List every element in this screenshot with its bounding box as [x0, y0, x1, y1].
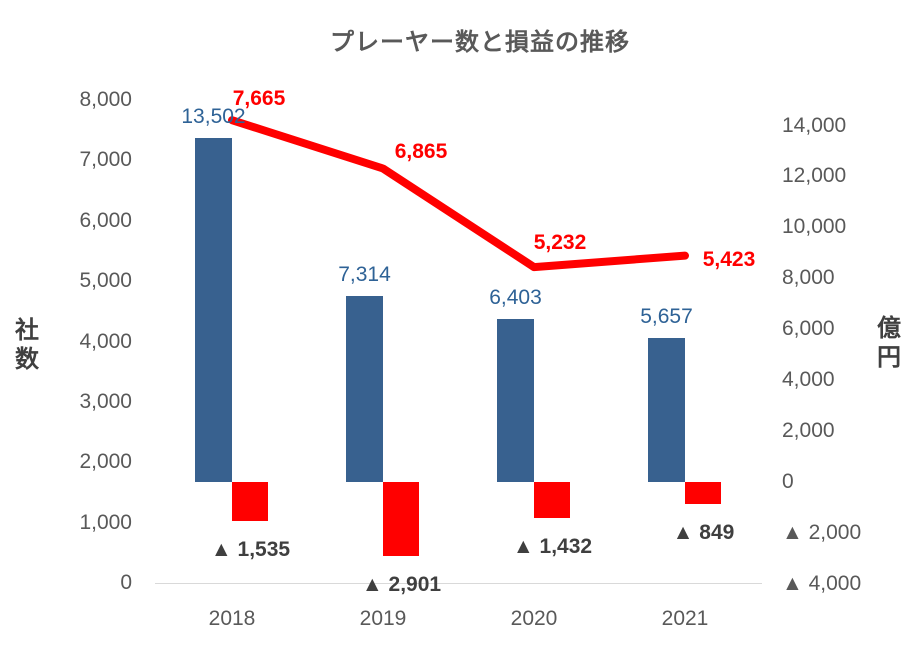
right-axis-tick: 6,000 — [782, 317, 835, 341]
category-label-2020: 2020 — [510, 607, 558, 630]
right-axis-tick: 12,000 — [782, 164, 847, 188]
category-label-2018: 2018 — [208, 607, 256, 630]
bar-value-label-loss: ▲ 2,901 — [361, 572, 442, 596]
left-axis-tick: 6,000 — [79, 208, 132, 232]
bar-value-label-blue: 7,314 — [338, 262, 391, 286]
right-axis-tick: 2,000 — [782, 419, 835, 443]
bar-player-count — [195, 138, 232, 482]
line-value-label: 5,423 — [702, 247, 756, 271]
left-axis-tick: 7,000 — [79, 148, 132, 172]
bar-player-count — [648, 337, 685, 482]
bar-value-label-loss: ▲ 1,432 — [512, 535, 593, 559]
bar-value-label-loss: ▲ 1,535 — [210, 538, 291, 562]
left-axis-tick: 2,000 — [79, 450, 132, 474]
bar-player-count — [346, 295, 383, 482]
right-axis-tick: 14,000 — [782, 113, 847, 137]
right-axis-tick: 10,000 — [782, 215, 847, 239]
category-label-2019: 2019 — [359, 607, 407, 630]
right-axis-tick: ▲ 4,000 — [782, 571, 862, 595]
left-axis-tick: 4,000 — [79, 329, 132, 353]
bar-value-label-blue: 5,657 — [640, 304, 693, 328]
left-axis-tick: 8,000 — [79, 88, 132, 111]
right-axis-tick: 8,000 — [782, 266, 835, 290]
bar-value-label-loss: ▲ 849 — [672, 520, 735, 544]
line-value-label: 5,232 — [533, 231, 587, 255]
left-axis-unit-label: 社数 — [15, 317, 39, 373]
left-axis-tick: 5,000 — [79, 269, 132, 293]
bar-player-count — [497, 318, 534, 482]
right-axis-tick: 0 — [782, 470, 794, 493]
right-axis-unit-label: 億円 — [877, 315, 901, 371]
bar-loss-negative — [534, 482, 570, 519]
bar-loss-negative — [685, 482, 721, 504]
bar-value-label-blue: 13,502 — [181, 105, 246, 129]
bar-loss-negative — [232, 482, 268, 522]
left-axis-tick: 0 — [120, 571, 132, 594]
left-axis-tick: 1,000 — [79, 510, 132, 534]
x-axis-line — [155, 583, 762, 584]
chart-title: プレーヤー数と損益の推移 — [330, 29, 630, 56]
right-axis-tick: ▲ 2,000 — [782, 520, 862, 544]
left-axis-tick: 3,000 — [79, 389, 132, 413]
right-axis-tick: 4,000 — [782, 368, 835, 392]
bar-value-label-blue: 6,403 — [489, 285, 542, 309]
line-value-label: 6,865 — [394, 139, 448, 163]
bar-loss-negative — [383, 482, 419, 556]
category-label-2021: 2021 — [661, 607, 709, 630]
line-value-label: 7,665 — [232, 87, 286, 111]
